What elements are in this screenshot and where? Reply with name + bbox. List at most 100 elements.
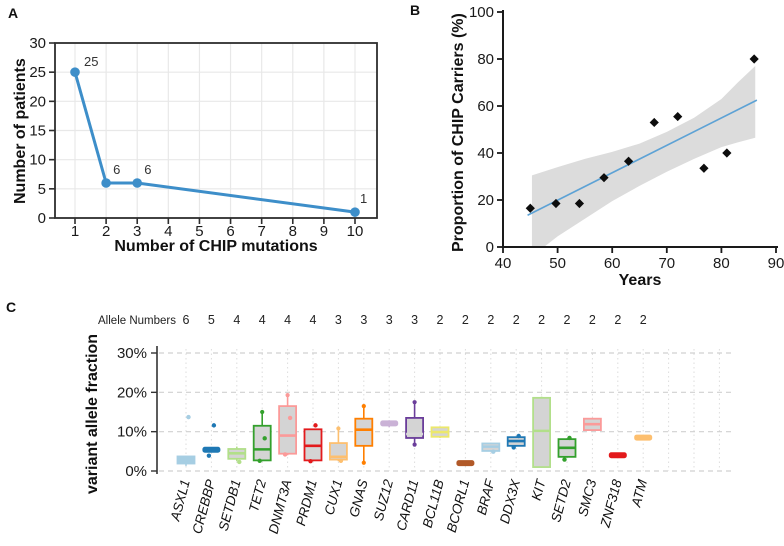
- allele-number: 6: [183, 313, 190, 327]
- box: [380, 420, 399, 427]
- data-point: [313, 423, 318, 428]
- data-point: [516, 433, 521, 439]
- x-tick-label: 2: [102, 223, 110, 240]
- panel-c-letter: C: [6, 299, 17, 315]
- lower-whisker-cap: [361, 460, 366, 465]
- gene-label: GNAS: [346, 478, 370, 519]
- boxplot-GNAS: 3 GNAS: [346, 313, 374, 519]
- data-point: [749, 54, 759, 64]
- y-tick-label: 100: [469, 4, 494, 21]
- boxplot-CREBBP: 5 CREBBP: [189, 313, 221, 536]
- y-tick-label: 20: [29, 93, 46, 110]
- gene-label: ATM: [628, 477, 650, 509]
- data-point: [574, 198, 585, 209]
- x-tick-label: 70: [658, 255, 675, 272]
- upper-whisker-cap: [285, 392, 290, 398]
- allele-numbers-header: Allele Numbers: [98, 315, 176, 327]
- x-tick-label: 1: [71, 223, 79, 240]
- x-tick-label: 5: [195, 223, 203, 240]
- allele-number: 2: [640, 313, 647, 327]
- boxplot-SETDB1: 4 SETDB1: [216, 313, 247, 533]
- allele-number: 3: [411, 313, 418, 327]
- allele-number: 2: [462, 313, 469, 327]
- allele-number: 4: [310, 313, 317, 327]
- gene-label: SUZ12: [371, 477, 396, 522]
- gene-label: CREBBP: [189, 478, 218, 536]
- boxplot-DDX3X: 2 DDX3X: [497, 313, 526, 525]
- data-point: [70, 67, 80, 77]
- allele-number: 4: [284, 313, 291, 327]
- data-point-label: 6: [144, 162, 151, 177]
- allele-number: 5: [208, 313, 215, 327]
- x-tick-label: 4: [164, 223, 172, 240]
- x-tick-label: 10: [347, 223, 364, 240]
- boxplot-ASXL1: 6 ASXL1: [167, 313, 196, 523]
- data-point: [673, 111, 683, 122]
- data-point: [282, 452, 288, 457]
- gene-label: TET2: [246, 477, 269, 513]
- data-point-label: 1: [360, 191, 367, 206]
- data-point: [491, 449, 496, 454]
- box: [328, 442, 348, 461]
- data-point: [722, 148, 732, 158]
- upper-whisker-cap: [361, 404, 366, 409]
- allele-number: 2: [487, 313, 494, 327]
- data-point: [101, 178, 111, 188]
- box: [278, 405, 298, 455]
- line-chart-panel-a: 1 2 3 4 5 6 7 8 9 10 0 5 10 15 20 25 30 25 6 6 1: [29, 35, 378, 240]
- box: [456, 460, 475, 467]
- y-tick-label: 40: [477, 145, 494, 162]
- data-point: [257, 458, 262, 463]
- gene-label: ASXL1: [167, 478, 193, 523]
- box: [532, 396, 551, 468]
- gene-label: SETDB1: [216, 478, 244, 533]
- y-tick-label: 30: [29, 35, 46, 52]
- y-tick-label: 20%: [117, 384, 147, 401]
- gene-label: DDX3X: [497, 477, 523, 525]
- boxplot-BRAF: 2 BRAF: [474, 313, 501, 517]
- data-point: [649, 117, 659, 128]
- allele-number: 3: [335, 313, 342, 327]
- gene-label: DNMT3A: [266, 478, 295, 536]
- boxplot-PRDM1: 4 PRDM1: [293, 313, 323, 528]
- data-point-label: 25: [84, 54, 98, 69]
- data-point: [262, 436, 267, 441]
- y-tick-label: 10%: [117, 424, 147, 441]
- regression-line: [527, 99, 758, 216]
- x-tick-label: 6: [226, 223, 234, 240]
- data-point: [186, 414, 191, 420]
- gene-label: CARD11: [393, 478, 421, 532]
- boxplot-KIT: 2 KIT: [529, 313, 551, 502]
- boxplot-CUX1: 3 CUX1: [321, 313, 348, 517]
- boxplot-DNMT3A: 4 DNMT3A: [266, 313, 298, 536]
- panel-b-letter: B: [410, 2, 421, 18]
- upper-whisker-cap: [336, 426, 341, 431]
- allele-number: 2: [589, 313, 596, 327]
- y-tick-label: 30%: [117, 345, 147, 362]
- boxplot-BCORL1: 2 BCORL1: [444, 313, 475, 534]
- y-tick-label: 15: [29, 123, 46, 140]
- allele-number: 2: [437, 313, 444, 327]
- gene-label: SETD2: [548, 477, 574, 523]
- boxplot-TET2: 4 TET2: [246, 313, 272, 514]
- box: [608, 452, 627, 459]
- boxplot-ATM: 2 ATM: [628, 313, 653, 509]
- scatter-chart-panel-b: 40 50 60 70 80 90 0 20 40 60 80 100: [469, 4, 784, 272]
- panel-a-letter: A: [8, 5, 19, 21]
- data-line: [73, 70, 357, 214]
- data-point: [308, 458, 313, 464]
- boxplot-SUZ12: 3 SUZ12: [371, 313, 399, 522]
- gene-label: BRAF: [474, 477, 498, 516]
- allele-number: 2: [614, 313, 621, 327]
- gene-label: ZNF318: [597, 477, 624, 529]
- gene-label: SMC3: [575, 477, 599, 518]
- y-tick-label: 60: [477, 98, 494, 115]
- data-point: [211, 423, 217, 428]
- data-point: [287, 415, 293, 421]
- lower-whisker-cap: [412, 442, 417, 447]
- data-point: [132, 178, 143, 188]
- gene-label: PRDM1: [293, 478, 320, 528]
- allele-number: 3: [360, 313, 367, 327]
- data-point: [338, 458, 344, 463]
